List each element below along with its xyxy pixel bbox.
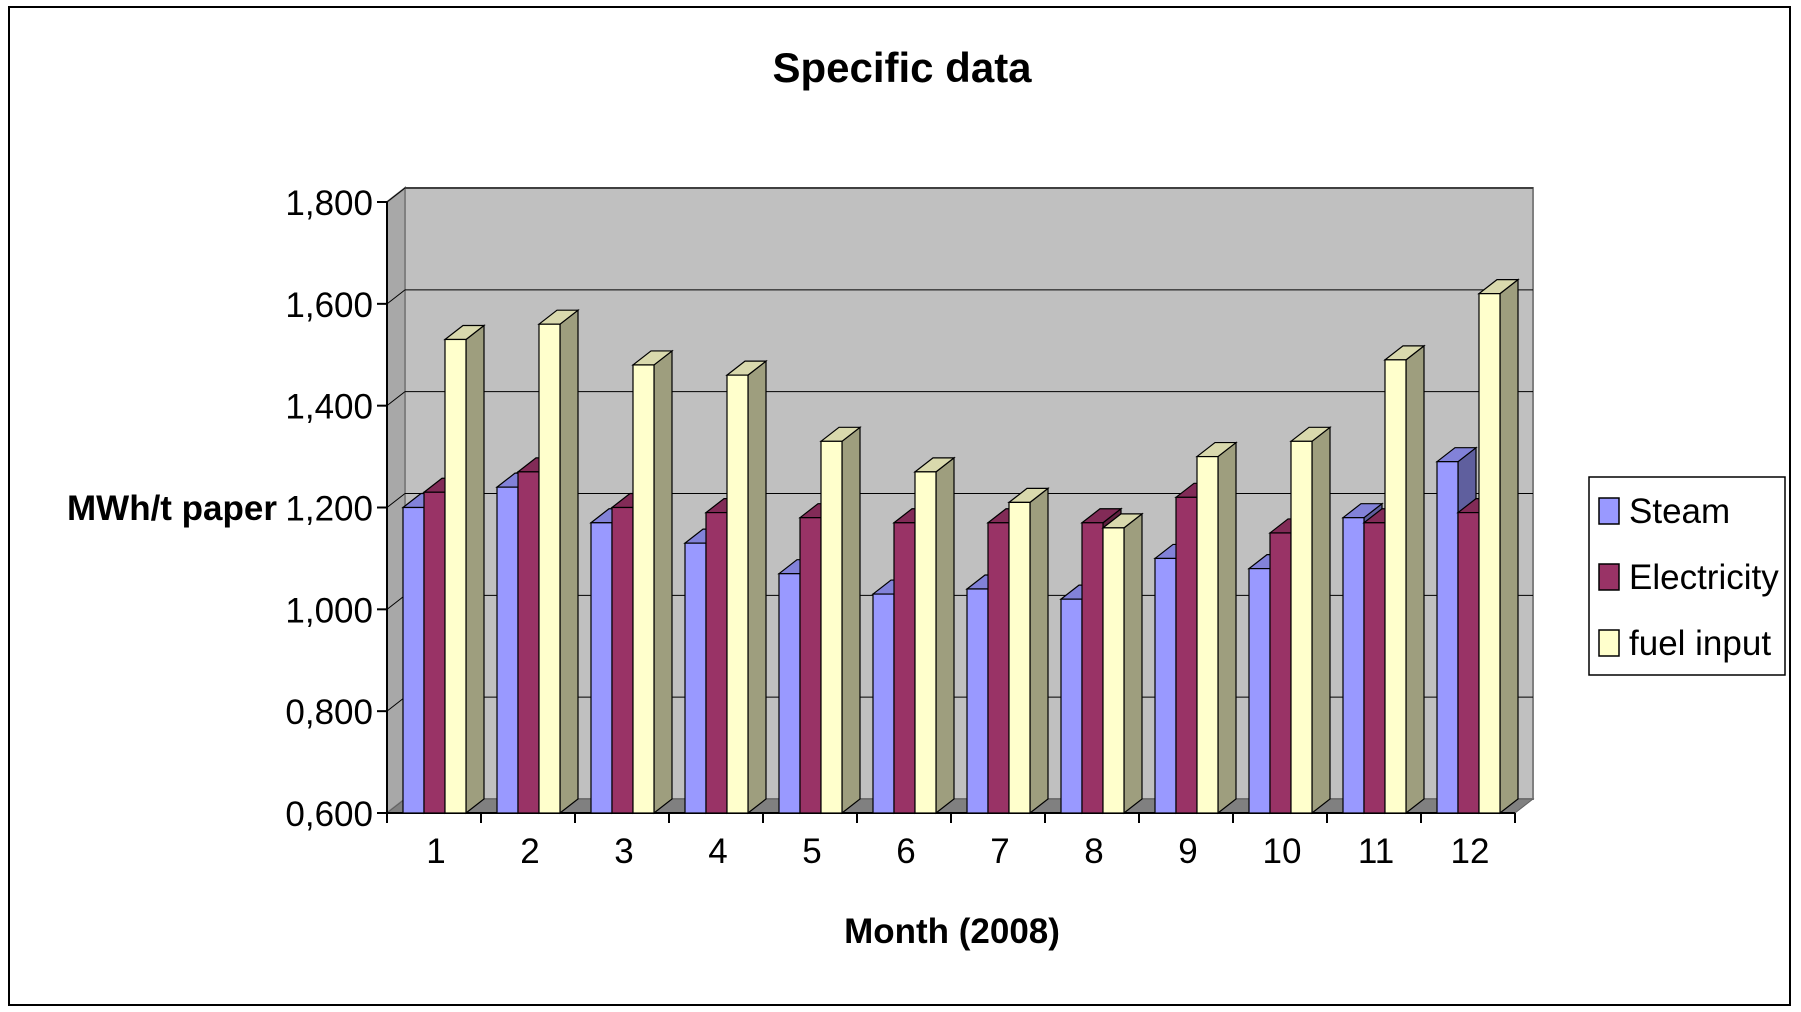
bar-fuel-input <box>537 308 580 815</box>
x-tick-label: 10 <box>1263 832 1302 871</box>
bar-side <box>465 324 485 815</box>
y-tick-label: 1,800 <box>285 184 373 223</box>
y-tick-label: 1,600 <box>285 286 373 325</box>
bar-front <box>1081 522 1104 814</box>
bar-front <box>893 522 916 814</box>
x-tick-label: 3 <box>614 832 633 871</box>
bar-front <box>726 374 749 814</box>
gridline-side <box>386 289 406 305</box>
x-tick-label: 4 <box>708 832 727 871</box>
bar-front <box>966 588 989 814</box>
bar-front <box>914 471 937 814</box>
bar-side <box>1123 512 1143 815</box>
bar-fuel-input <box>1101 512 1144 815</box>
bar-side <box>1499 278 1519 815</box>
bar-front <box>799 517 822 814</box>
y-tick-label: 1,200 <box>285 490 373 529</box>
x-tick-label: 8 <box>1084 832 1103 871</box>
bar-side <box>1217 441 1237 815</box>
x-tick-label: 6 <box>896 832 915 871</box>
bar-front <box>517 471 540 814</box>
bar-front <box>632 364 655 814</box>
bar-front <box>1008 501 1031 814</box>
x-tick-label: 12 <box>1451 832 1490 871</box>
x-axis-label: Month (2008) <box>844 912 1060 951</box>
x-tick-label: 2 <box>520 832 539 871</box>
bar-side <box>841 426 861 815</box>
x-tick-label: 11 <box>1358 832 1394 871</box>
bar-side <box>1029 487 1049 815</box>
bar-fuel-input <box>1007 487 1050 815</box>
x-tick-label: 7 <box>990 832 1009 871</box>
y-tick-label: 1,000 <box>285 591 373 630</box>
bar-front <box>402 506 425 814</box>
bar-front <box>1342 517 1365 814</box>
x-tick-label: 1 <box>426 832 445 871</box>
bar-fuel-input <box>631 349 674 815</box>
bar-front <box>987 522 1010 814</box>
bar-front <box>778 573 801 814</box>
bar-side <box>559 308 579 815</box>
legend-label: Steam <box>1629 492 1730 531</box>
bar-side <box>653 349 673 815</box>
y-tick-label: 0,600 <box>285 795 373 834</box>
bar-side <box>1311 426 1331 815</box>
gridline-side <box>386 696 406 712</box>
legend: Steam Electricity fuel input <box>1588 476 1786 676</box>
bar-front <box>1196 455 1219 814</box>
gridline-side <box>386 594 406 610</box>
bar-fuel-input <box>1195 441 1238 815</box>
bar-side <box>935 456 955 815</box>
bar-fuel-input <box>725 359 768 815</box>
bar-front <box>1248 567 1271 814</box>
chart-title: Specific data <box>772 44 1032 91</box>
gridline-side <box>386 391 406 407</box>
bar-front <box>538 323 561 814</box>
y-tick-label: 1,400 <box>285 388 373 427</box>
bar-front <box>423 491 446 814</box>
bar-front <box>1175 496 1198 814</box>
bar-front <box>1363 522 1386 814</box>
bars <box>401 278 1520 815</box>
bar-fuel-input <box>1477 278 1520 815</box>
bar-front <box>1384 359 1407 814</box>
bar-front <box>1102 527 1125 814</box>
legend-label: fuel input <box>1629 624 1771 663</box>
legend-box <box>1588 476 1786 676</box>
y-axis-label: MWh/t paper <box>67 489 277 528</box>
gridline-side <box>386 187 406 203</box>
bar-side <box>747 359 767 815</box>
y-tick-label: 0,800 <box>285 693 373 732</box>
labels: Specific data MWh/t paper Month (2008) 0… <box>67 44 1489 951</box>
bar-front <box>1060 598 1083 814</box>
bar-front <box>1457 511 1480 814</box>
x-tick-label: 9 <box>1178 832 1197 871</box>
gridline-side <box>386 493 406 508</box>
bar-front <box>705 511 728 814</box>
bar-side <box>1405 344 1425 815</box>
bar-front <box>611 506 634 814</box>
x-tick-label: 5 <box>802 832 821 871</box>
bar-front <box>1478 293 1501 814</box>
bar-fuel-input <box>819 426 862 815</box>
bar-fuel-input <box>1383 344 1426 815</box>
bar-front <box>1269 532 1292 814</box>
bar-front <box>1154 557 1177 814</box>
bar-front <box>590 522 613 814</box>
legend-swatch <box>1598 629 1620 657</box>
bar-front <box>820 440 843 814</box>
legend-swatch <box>1598 563 1620 591</box>
bar-front <box>684 542 707 814</box>
bar-front <box>1436 461 1459 814</box>
bar-front <box>444 338 467 814</box>
legend-label: Electricity <box>1629 558 1779 597</box>
bar-fuel-input <box>1289 426 1332 815</box>
bar-front <box>496 486 519 814</box>
legend-swatch <box>1598 497 1620 525</box>
bar-front <box>872 593 895 814</box>
bar-front <box>1290 440 1313 814</box>
bar-fuel-input <box>913 456 956 815</box>
bar-fuel-input <box>443 324 486 815</box>
